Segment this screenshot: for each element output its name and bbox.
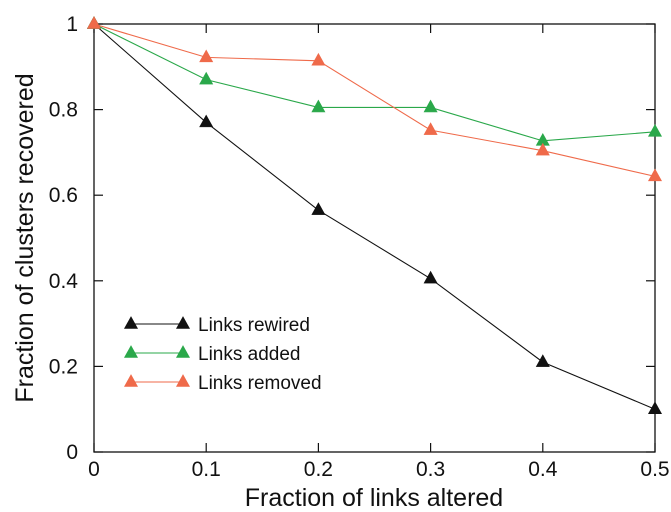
legend-marker <box>123 316 139 329</box>
series-0-point <box>535 354 550 367</box>
legend-marker <box>175 316 191 329</box>
series-line-2 <box>93 23 656 177</box>
x-tick-label: 0.3 <box>416 458 445 481</box>
series-2-point <box>647 168 663 182</box>
series-line-1 <box>93 23 656 142</box>
y-tick-label: 0.6 <box>49 184 78 207</box>
series-2-point <box>535 142 550 156</box>
series-0-point <box>647 401 663 414</box>
legend-marker <box>123 374 139 387</box>
legend-label: Links rewired <box>198 315 310 336</box>
x-axis-title: Fraction of links altered <box>245 484 503 512</box>
x-tick-label: 0.1 <box>192 458 221 481</box>
legend: Links rewired Links added Links removed <box>123 315 322 394</box>
y-tick-label: 0.8 <box>49 99 78 122</box>
plot-frame <box>93 23 656 453</box>
series-1-point <box>423 99 438 113</box>
x-tick-label: 0.2 <box>304 458 333 481</box>
legend-marker <box>175 345 191 358</box>
y-tick-label: 0 <box>66 441 78 464</box>
series-0-point <box>423 270 438 284</box>
axis-ticks: 0 0.1 0.2 0.3 0.4 0.5 0 0.2 0.4 0.6 0.8 1 <box>49 13 670 481</box>
series-2-point <box>311 52 326 66</box>
series-layer <box>86 16 663 414</box>
series-0-point <box>199 114 214 128</box>
series-2-point <box>86 16 102 29</box>
x-tick-label: 0 <box>88 458 100 481</box>
y-tick-label: 0.4 <box>49 270 79 293</box>
series-1-point <box>311 99 326 113</box>
x-tick-label: 0.4 <box>528 458 558 481</box>
series-0-point <box>311 202 326 215</box>
y-tick-label: 1 <box>66 13 78 36</box>
series-1-point <box>199 71 214 85</box>
legend-marker <box>123 345 139 358</box>
legend-label: Links removed <box>198 373 322 394</box>
y-axis-title: Fraction of clusters recovered <box>11 73 39 402</box>
series-1-point <box>647 123 663 137</box>
y-tick-label: 0.2 <box>49 355 78 378</box>
series-2-point <box>199 49 214 63</box>
series-2-point <box>423 122 438 135</box>
series-line-0 <box>93 23 656 410</box>
legend-label: Links added <box>198 344 300 365</box>
legend-marker <box>175 374 191 387</box>
x-tick-label: 0.5 <box>640 458 669 481</box>
